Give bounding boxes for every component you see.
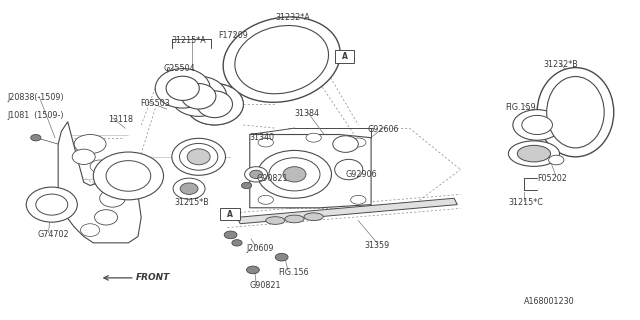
Text: G74702: G74702 <box>37 230 68 239</box>
Ellipse shape <box>548 155 564 165</box>
Text: 31215*C: 31215*C <box>508 198 543 207</box>
Ellipse shape <box>351 196 366 204</box>
Ellipse shape <box>537 68 614 157</box>
Text: F05202: F05202 <box>537 174 567 183</box>
Ellipse shape <box>186 84 243 125</box>
Ellipse shape <box>232 240 242 246</box>
Polygon shape <box>237 198 458 224</box>
Ellipse shape <box>547 76 604 148</box>
Text: A: A <box>342 52 348 61</box>
Ellipse shape <box>179 143 218 170</box>
Ellipse shape <box>171 76 227 116</box>
Polygon shape <box>58 122 141 243</box>
Text: 31232*A: 31232*A <box>275 13 310 22</box>
Ellipse shape <box>180 183 198 195</box>
Ellipse shape <box>306 133 321 142</box>
Text: 31232*B: 31232*B <box>543 60 579 68</box>
Ellipse shape <box>74 134 106 154</box>
Ellipse shape <box>186 84 243 125</box>
Text: G90821: G90821 <box>256 174 287 183</box>
Ellipse shape <box>250 170 262 179</box>
Ellipse shape <box>187 149 210 165</box>
Polygon shape <box>250 134 371 208</box>
Ellipse shape <box>173 178 205 199</box>
Text: J20609: J20609 <box>246 244 274 253</box>
Ellipse shape <box>223 17 340 102</box>
Ellipse shape <box>304 213 323 220</box>
Text: A: A <box>227 210 233 219</box>
Ellipse shape <box>517 145 550 162</box>
Text: 31359: 31359 <box>365 241 390 250</box>
Text: 31340: 31340 <box>250 133 275 142</box>
Text: 31384: 31384 <box>294 109 319 118</box>
Ellipse shape <box>81 224 100 236</box>
Ellipse shape <box>275 253 288 261</box>
Ellipse shape <box>100 189 125 207</box>
Ellipse shape <box>106 161 151 191</box>
Ellipse shape <box>257 150 332 198</box>
Ellipse shape <box>508 141 559 166</box>
Text: G92906: G92906 <box>346 170 377 179</box>
Text: F17209: F17209 <box>218 31 248 40</box>
Ellipse shape <box>235 26 328 94</box>
Ellipse shape <box>36 194 68 215</box>
Ellipse shape <box>335 159 363 180</box>
Text: 31215*B: 31215*B <box>174 198 209 207</box>
Text: F05503: F05503 <box>140 100 170 108</box>
Ellipse shape <box>246 266 259 274</box>
Ellipse shape <box>258 138 273 147</box>
Ellipse shape <box>241 182 252 189</box>
Text: FRONT: FRONT <box>136 273 170 282</box>
Text: J20838(-1509): J20838(-1509) <box>7 93 64 102</box>
Ellipse shape <box>95 210 118 225</box>
Ellipse shape <box>156 68 210 108</box>
Ellipse shape <box>351 138 366 147</box>
Ellipse shape <box>181 84 216 109</box>
Text: G25504: G25504 <box>164 64 195 73</box>
FancyBboxPatch shape <box>335 50 355 62</box>
Ellipse shape <box>224 231 237 239</box>
FancyBboxPatch shape <box>220 208 239 220</box>
Ellipse shape <box>283 167 306 182</box>
Text: FIG.156: FIG.156 <box>278 268 309 277</box>
Ellipse shape <box>333 136 358 152</box>
Ellipse shape <box>31 134 41 141</box>
Ellipse shape <box>72 149 95 164</box>
Text: 31215*A: 31215*A <box>172 36 207 45</box>
Ellipse shape <box>166 76 199 100</box>
Ellipse shape <box>285 215 304 223</box>
Text: J1081  (1509-): J1081 (1509-) <box>7 111 63 120</box>
Ellipse shape <box>90 160 109 173</box>
Text: 13118: 13118 <box>108 116 133 124</box>
Ellipse shape <box>522 116 552 134</box>
Ellipse shape <box>266 217 285 224</box>
Ellipse shape <box>93 152 164 200</box>
Text: G90821: G90821 <box>250 281 281 290</box>
Ellipse shape <box>258 196 273 204</box>
Ellipse shape <box>269 158 320 191</box>
Ellipse shape <box>513 110 561 140</box>
Ellipse shape <box>26 187 77 222</box>
Text: FIG.159: FIG.159 <box>505 103 536 112</box>
Ellipse shape <box>172 138 225 175</box>
Text: A168001230: A168001230 <box>524 297 575 306</box>
Ellipse shape <box>196 91 232 118</box>
Text: G92606: G92606 <box>368 125 399 134</box>
Ellipse shape <box>244 167 268 182</box>
